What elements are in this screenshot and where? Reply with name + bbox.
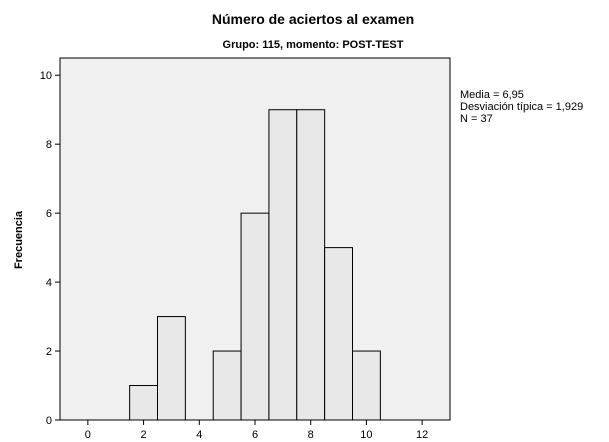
y-tick-label: 2 [46, 346, 52, 358]
x-tick-label: 6 [252, 429, 258, 441]
histogram-bar [268, 109, 298, 421]
bars-group [129, 109, 381, 421]
y-tick-label: 8 [46, 139, 52, 151]
y-tick-label: 6 [46, 208, 52, 220]
x-tick-label: 0 [85, 429, 91, 441]
histogram-bar [157, 316, 186, 421]
stats-mean: Media = 6,95 [460, 89, 524, 101]
y-tick-label: 4 [46, 277, 52, 289]
x-axis: 0 2 4 6 8 10 12 [85, 420, 428, 441]
histogram-bar [212, 350, 242, 421]
x-tick-label: 2 [141, 429, 147, 441]
chart-title: Número de aciertos al examen [212, 11, 414, 27]
x-tick-label: 12 [416, 429, 428, 441]
x-tick-label: 8 [308, 429, 314, 441]
histogram-bar [324, 247, 353, 421]
histogram-bar [240, 212, 270, 421]
histogram-bar [352, 350, 381, 421]
x-tick-label: 4 [196, 429, 202, 441]
y-tick-label: 10 [40, 70, 52, 82]
y-axis: 0 2 4 6 8 10 [40, 70, 60, 427]
y-tick-label: 0 [46, 415, 52, 427]
stats-sd: Desviación típica = 1,929 [460, 101, 583, 113]
histogram-bar [129, 385, 158, 421]
x-tick-label: 10 [360, 429, 372, 441]
y-axis-title: Frecuencia [13, 210, 25, 269]
chart-subtitle: Grupo: 115, momento: POST-TEST [223, 39, 404, 51]
histogram-bar [296, 109, 326, 421]
stats-n: N = 37 [460, 113, 493, 125]
